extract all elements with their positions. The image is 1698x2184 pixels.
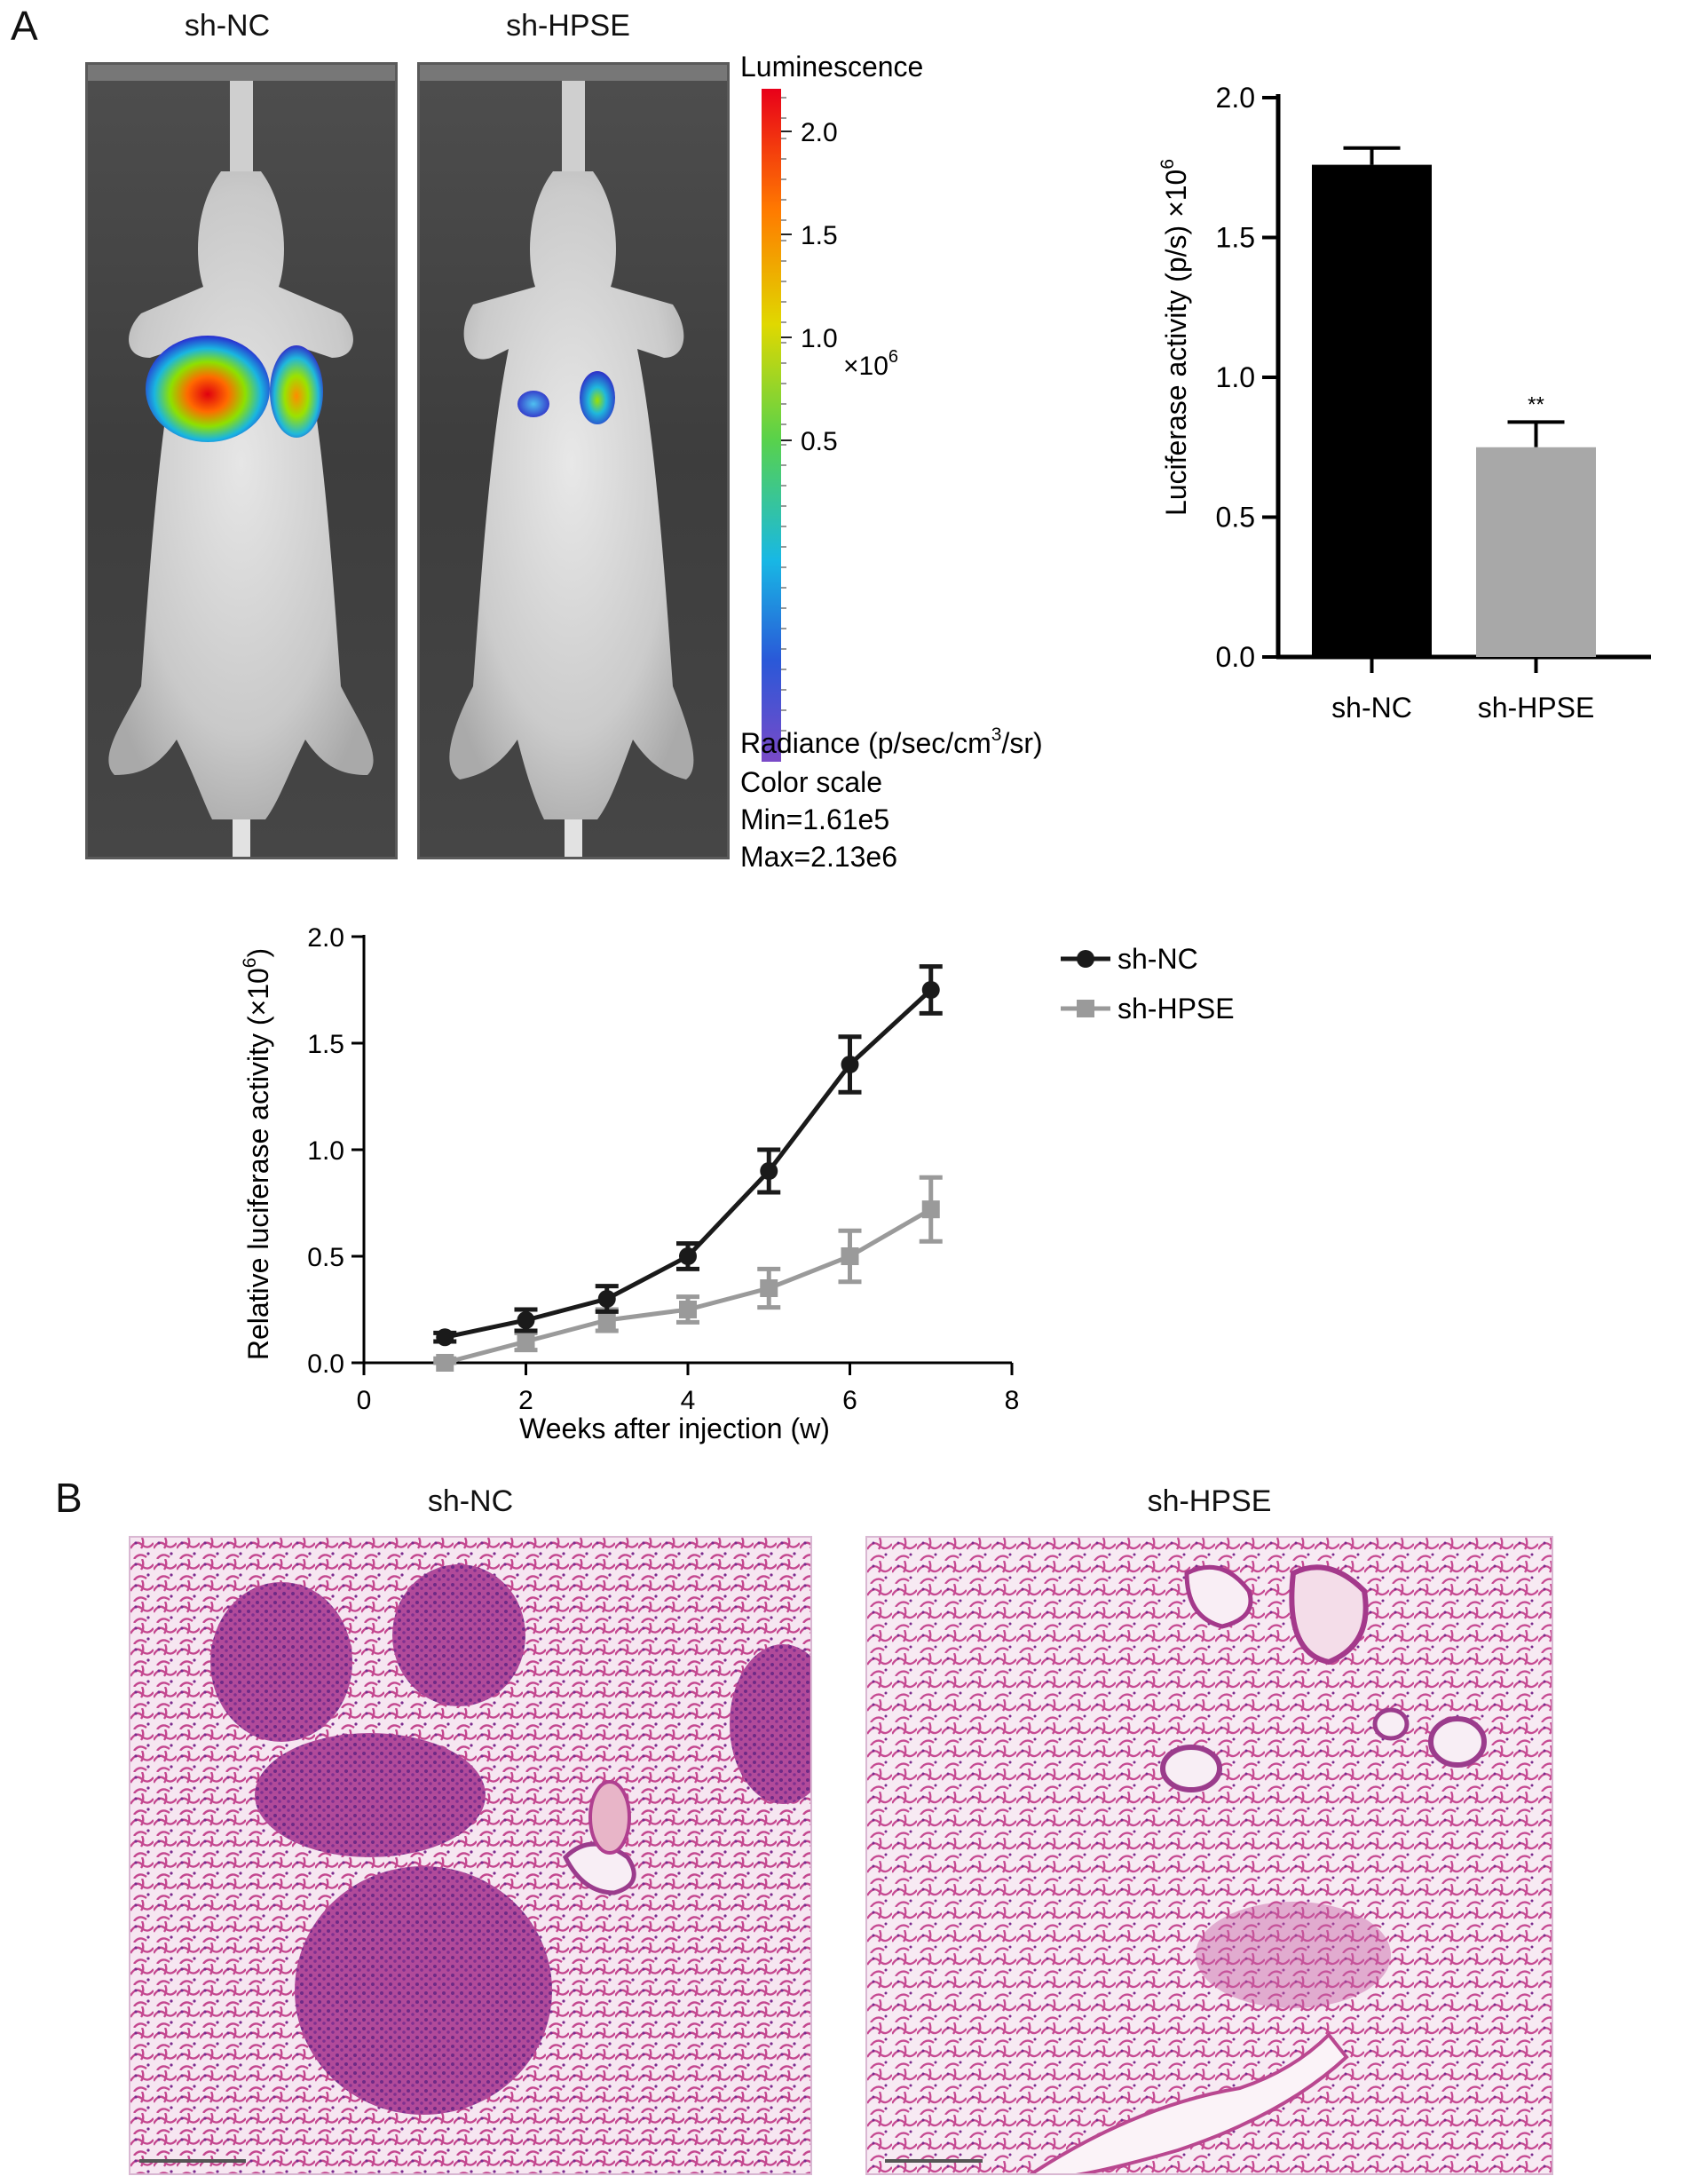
line-point-sh-HPSE xyxy=(760,1279,778,1297)
luminescence-tick-label: 2.0 xyxy=(801,118,838,147)
luminescence-ticks: 2.0 1.5 1.0 0.5 xyxy=(781,97,838,752)
histology-image-sh-nc xyxy=(129,1536,836,2175)
line-point-sh-NC xyxy=(597,1290,616,1308)
line-point-sh-HPSE xyxy=(517,1333,535,1350)
legend-label-sh-NC: sh-NC xyxy=(1118,943,1198,975)
bar-chart-y-tick-label: 1.0 xyxy=(1216,361,1255,393)
line-chart-y-tick-label: 1.5 xyxy=(307,1030,344,1059)
radiance-label: Radiance (p/sec/cm3/sr) xyxy=(740,724,1043,759)
color-scale-max: Max=2.13e6 xyxy=(740,841,897,870)
line-point-sh-HPSE xyxy=(841,1247,859,1265)
panel-letter-b: B xyxy=(55,1475,83,1521)
line-point-sh-NC xyxy=(517,1311,535,1329)
histology-label-sh-nc: sh-NC xyxy=(427,1484,514,1518)
line-chart: 0.0 0.5 1.0 1.5 2.0 0 2 4 6 8 sh-NC sh-HPSE Relativ… xyxy=(240,923,1235,1444)
line-chart-x-tick-label: 2 xyxy=(518,1386,533,1415)
bar-chart-y-tick-label: 0.0 xyxy=(1216,641,1255,673)
legend-label-sh-HPSE: sh-HPSE xyxy=(1118,993,1235,1025)
line-chart-x-tick-label: 6 xyxy=(842,1386,857,1415)
histology-label-sh-hpse: sh-HPSE xyxy=(1147,1484,1272,1518)
line-point-sh-HPSE xyxy=(921,1200,940,1219)
bar-sh-HPSE xyxy=(1476,447,1596,657)
luminescence-tick-label: 0.5 xyxy=(801,427,838,456)
bar-chart: 0.0 0.5 1.0 1.5 2.0 sh-NC sh-HPSE ** Luciferase… xyxy=(1157,82,1651,724)
line-chart-ylabel: Relative luciferase activity (×106) xyxy=(240,948,274,1360)
luminescence-title: Luminescence xyxy=(740,51,923,83)
mouse-image-sh-nc xyxy=(85,62,398,859)
line-point-sh-NC xyxy=(679,1247,697,1265)
line-point-sh-NC xyxy=(921,981,940,999)
line-chart-x-tick-label: 4 xyxy=(681,1386,696,1415)
luminescence-tick-label: 1.0 xyxy=(801,324,838,353)
bar-chart-ylabel: Luciferase activity (p/s) ×106 xyxy=(1157,159,1192,516)
line-point-sh-HPSE xyxy=(597,1311,616,1329)
color-scale-label: Color scale xyxy=(740,766,882,798)
line-chart-y-tick-label: 0.0 xyxy=(307,1349,344,1379)
mouse-illustration-sh-hpse xyxy=(420,65,727,857)
bar-chart-y-tick-label: 1.5 xyxy=(1216,222,1255,254)
luminescence-tick-label: 1.5 xyxy=(801,221,838,250)
line-chart-x-tick-label: 8 xyxy=(1005,1386,1020,1415)
bar-chart-y-tick-label: 0.5 xyxy=(1216,502,1255,534)
histology-illustration-sh-hpse xyxy=(867,1538,1552,2179)
mouse-illustration-sh-nc xyxy=(88,65,395,857)
line-point-sh-NC xyxy=(841,1056,859,1073)
bar-chart-x-tick-label: sh-HPSE xyxy=(1478,692,1595,724)
color-scale-min: Min=1.61e5 xyxy=(740,803,889,835)
line-chart-xlabel: Weeks after injection (w) xyxy=(519,1412,830,1444)
mouse-image-sh-hpse xyxy=(417,62,730,859)
luminescence-scale: Luminescence 2.0 1.5 1.0 0.5 ×106 Radiance … xyxy=(740,51,1043,870)
luminescence-multiplier: ×106 xyxy=(843,347,898,381)
line-chart-y-tick-label: 2.0 xyxy=(307,923,344,953)
legend-marker-sh-HPSE xyxy=(1077,1000,1094,1017)
histology-illustration-sh-nc xyxy=(130,1538,836,2173)
line-series-sh-NC xyxy=(444,988,933,1340)
line-chart-y-tick-label: 1.0 xyxy=(307,1136,344,1166)
mouse-image-label-sh-nc: sh-NC xyxy=(184,9,271,43)
bar-chart-y-tick-label: 2.0 xyxy=(1216,82,1255,114)
line-point-sh-NC xyxy=(436,1328,454,1347)
bar-sh-NC xyxy=(1312,164,1432,658)
bar-significance-label: ** xyxy=(1528,392,1544,416)
line-point-sh-NC xyxy=(760,1162,778,1180)
line-point-sh-HPSE xyxy=(436,1354,454,1372)
histology-image-sh-hpse xyxy=(865,1536,1553,2179)
line-chart-y-tick-label: 0.5 xyxy=(307,1243,344,1272)
line-chart-x-tick-label: 0 xyxy=(357,1386,372,1415)
line-point-sh-HPSE xyxy=(679,1301,697,1318)
luminescence-colorbar xyxy=(762,89,781,762)
bar-chart-x-tick-label: sh-NC xyxy=(1331,692,1412,724)
legend-marker-sh-NC xyxy=(1077,950,1094,968)
panel-letter-a: A xyxy=(11,3,38,49)
mouse-image-label-sh-hpse: sh-HPSE xyxy=(506,9,630,43)
